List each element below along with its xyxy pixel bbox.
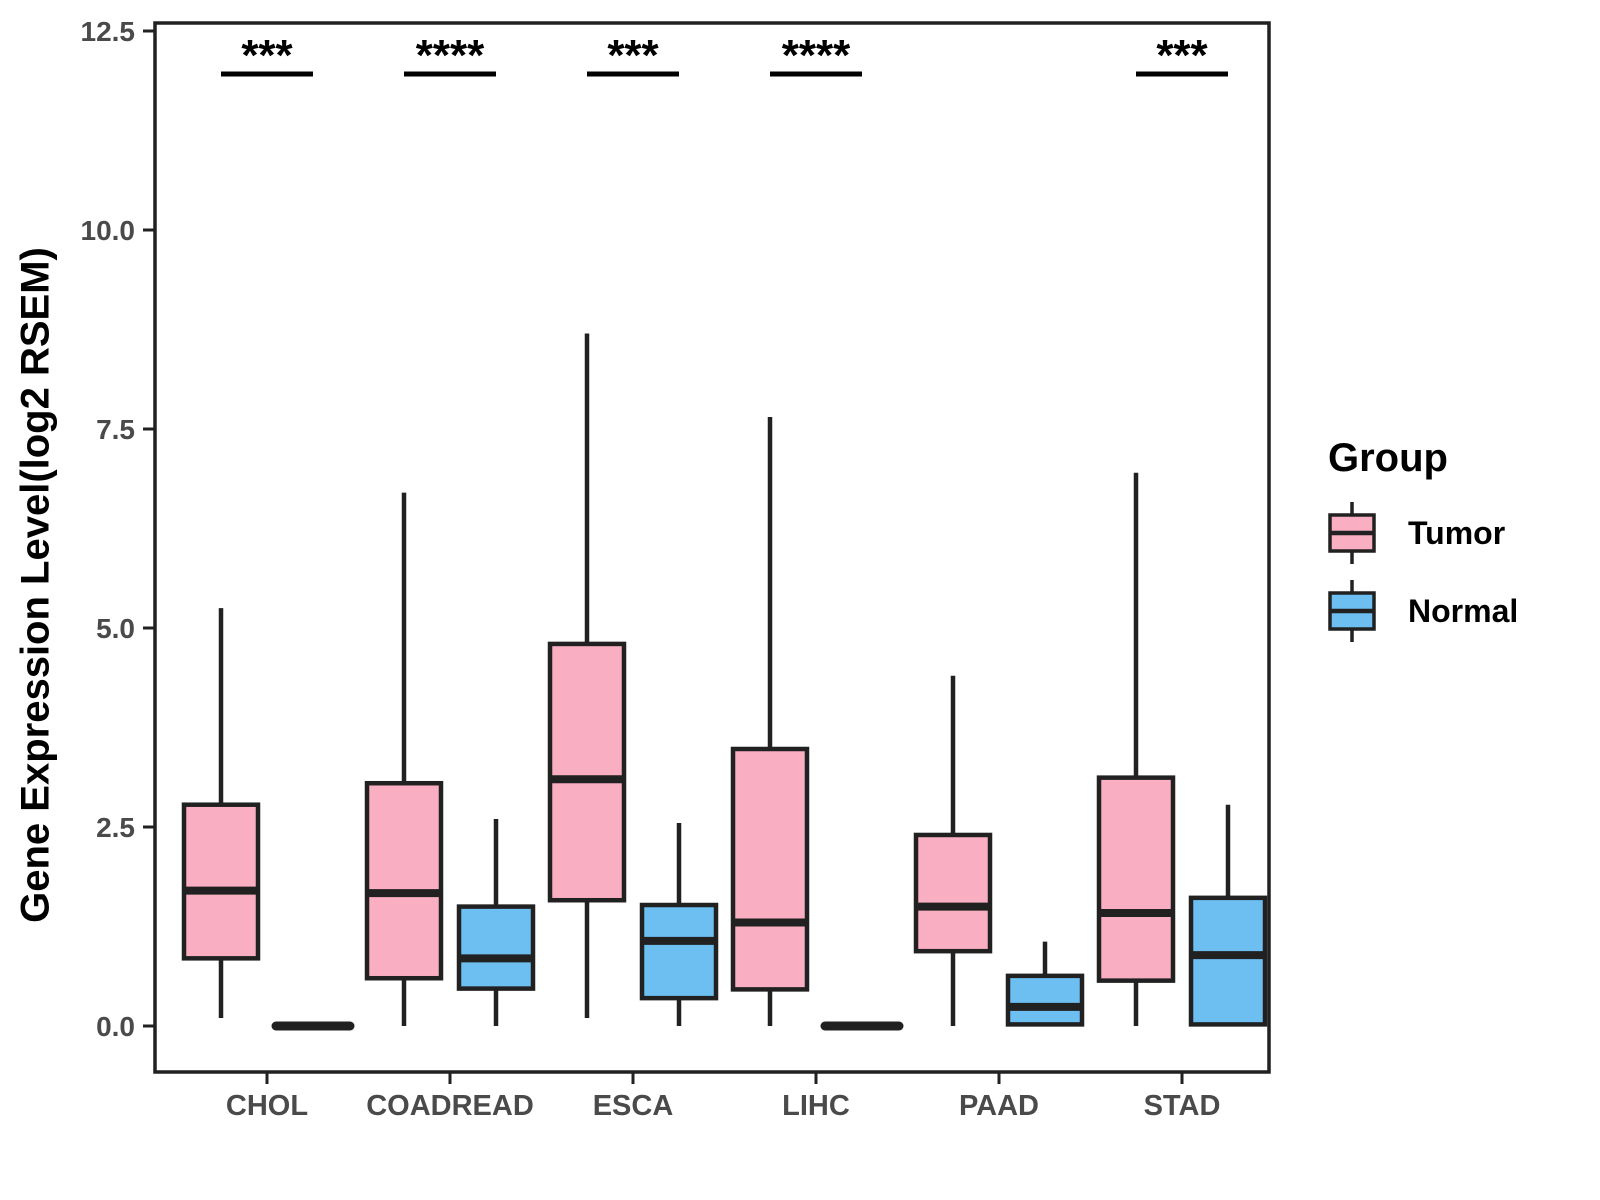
x-axis-tick-label-paad: PAAD <box>959 1090 1039 1122</box>
legend-label-tumor: Tumor <box>1408 514 1506 551</box>
significance-stars-coadread: **** <box>416 31 485 80</box>
y-axis-tick-label: 5.0 <box>96 613 135 644</box>
x-axis-tick-label-stad: STAD <box>1144 1090 1221 1122</box>
significance-stars-esca: *** <box>607 31 659 80</box>
legend-item-normal: Normal <box>1322 577 1518 645</box>
tumor-boxplot-glyph <box>1328 502 1376 564</box>
box-coadread-normal <box>456 904 536 991</box>
y-axis-tick-label: 10.0 <box>81 215 136 246</box>
legend-label-normal: Normal <box>1408 592 1519 629</box>
y-axis-title: Gene Expression Level(log2 RSEM) <box>13 247 58 923</box>
normal-boxplot-glyph <box>1328 580 1376 642</box>
box-stad-normal <box>1188 895 1268 1027</box>
significance-stars-stad: *** <box>1156 31 1208 80</box>
box-esca-tumor <box>547 641 627 903</box>
box-paad-tumor <box>913 832 993 954</box>
box-chol-tumor <box>181 802 261 961</box>
x-axis-tick-label-coadread: COADREAD <box>366 1090 534 1122</box>
legend: Group Tumor Normal <box>1322 436 1518 655</box>
y-axis-tick-label: 2.5 <box>96 812 135 843</box>
legend-title: Group <box>1328 436 1448 480</box>
legend-item-tumor: Tumor <box>1322 499 1518 567</box>
box-paad-normal <box>1005 973 1085 1027</box>
box-coadread-tumor <box>364 780 444 981</box>
box-lihc-tumor <box>730 746 810 992</box>
x-axis-tick-label-chol: CHOL <box>226 1090 308 1122</box>
significance-stars-chol: *** <box>241 31 293 80</box>
x-axis-tick-label-esca: ESCA <box>593 1090 674 1122</box>
x-axis-tick-label-lihc: LIHC <box>782 1090 850 1122</box>
box-stad-tumor <box>1096 775 1176 983</box>
y-axis-tick-label: 0.0 <box>96 1011 135 1042</box>
y-axis-tick-label: 12.5 <box>81 16 136 47</box>
y-axis-tick-label: 7.5 <box>96 414 135 445</box>
significance-stars-lihc: **** <box>782 31 851 80</box>
box-esca-normal <box>639 902 719 1001</box>
panel-border <box>153 21 1271 1074</box>
